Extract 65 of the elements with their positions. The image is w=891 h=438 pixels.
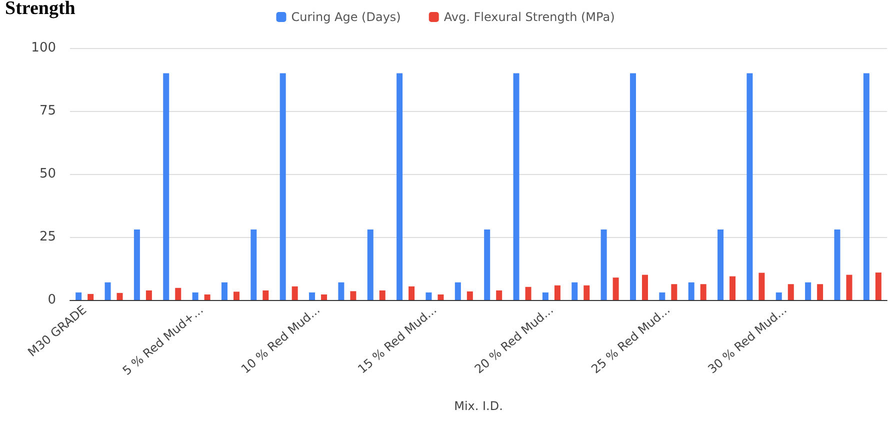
y-tick-label: 100 (31, 40, 56, 56)
chart-title: Strength (5, 0, 76, 19)
bar (572, 282, 578, 300)
bar (659, 292, 666, 300)
bar (834, 229, 840, 300)
bar (221, 282, 228, 300)
bar (758, 272, 765, 300)
bar (379, 290, 386, 300)
bar (292, 286, 298, 300)
bar (192, 292, 198, 300)
bar (134, 229, 140, 300)
bar (280, 73, 286, 300)
bar (250, 229, 257, 300)
bar (542, 292, 548, 300)
bar (76, 292, 82, 300)
bar (466, 291, 473, 300)
bar (104, 282, 111, 300)
bar (730, 276, 736, 300)
bar (88, 294, 94, 300)
y-tick-label: 25 (39, 230, 56, 244)
bar (688, 282, 694, 300)
bar (321, 294, 328, 300)
bar (554, 285, 560, 300)
bar (746, 73, 753, 300)
bar (396, 73, 403, 300)
bar (513, 73, 520, 300)
y-tick-label: 75 (39, 104, 56, 118)
bar (612, 278, 619, 300)
bar (846, 274, 852, 300)
bar (163, 73, 170, 300)
legend-label: Avg. Flexural Strength (MPa) (444, 10, 615, 24)
bar (776, 292, 782, 300)
bar (700, 284, 706, 300)
bar (671, 284, 678, 300)
bar (600, 229, 607, 300)
bar (718, 229, 724, 300)
bar (863, 73, 870, 300)
y-tick-label: 50 (39, 166, 56, 182)
bar (805, 282, 812, 300)
bar (584, 285, 590, 300)
bar (788, 284, 794, 300)
bar (367, 229, 374, 300)
bar (233, 292, 240, 300)
bar (146, 290, 152, 300)
bar (262, 290, 269, 300)
legend-label: Curing Age (Days) (291, 10, 401, 24)
bar (116, 292, 123, 300)
bar (525, 286, 532, 300)
y-tick-label: 0 (48, 292, 56, 308)
bar (642, 274, 648, 300)
bar (175, 288, 182, 300)
bar (496, 290, 502, 300)
bar (408, 286, 415, 300)
bar (350, 291, 356, 300)
bar (817, 284, 824, 300)
bar (484, 229, 490, 300)
bar (309, 292, 316, 300)
bar (338, 282, 344, 300)
bar (438, 294, 444, 300)
bar (454, 282, 461, 300)
bar (204, 294, 210, 300)
bar (875, 272, 882, 300)
bar (426, 292, 432, 300)
bar (630, 73, 636, 300)
x-axis-title: Mix. I.D. (454, 399, 503, 413)
